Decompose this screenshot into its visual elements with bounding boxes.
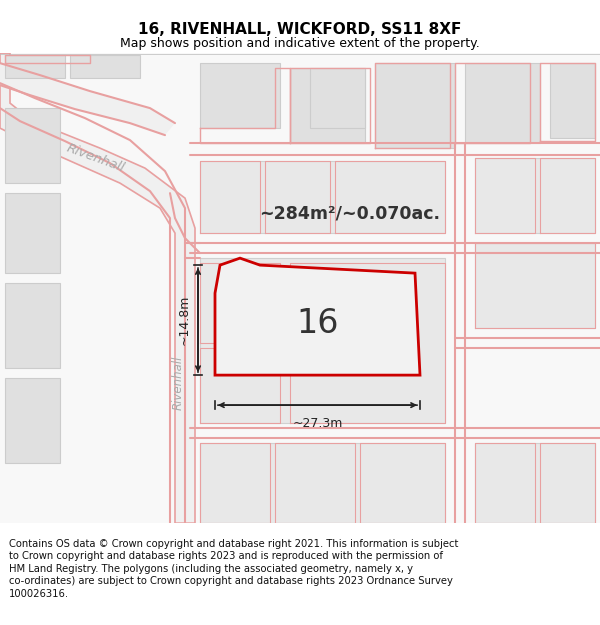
- Text: Rivenhall: Rivenhall: [172, 356, 185, 410]
- Polygon shape: [465, 63, 540, 143]
- Text: ~27.3m: ~27.3m: [292, 417, 343, 429]
- Text: HM Land Registry. The polygons (including the associated geometry, namely x, y: HM Land Registry. The polygons (includin…: [9, 564, 413, 574]
- Text: 16, RIVENHALL, WICKFORD, SS11 8XF: 16, RIVENHALL, WICKFORD, SS11 8XF: [139, 22, 461, 38]
- Polygon shape: [5, 378, 60, 463]
- Polygon shape: [475, 243, 595, 328]
- Text: to Crown copyright and database rights 2023 and is reproduced with the permissio: to Crown copyright and database rights 2…: [9, 551, 443, 561]
- Polygon shape: [70, 55, 140, 78]
- Polygon shape: [200, 63, 280, 128]
- Polygon shape: [0, 53, 195, 523]
- Polygon shape: [215, 258, 420, 375]
- Polygon shape: [5, 55, 65, 78]
- Text: Map shows position and indicative extent of the property.: Map shows position and indicative extent…: [120, 38, 480, 51]
- Polygon shape: [5, 193, 60, 273]
- Polygon shape: [290, 68, 365, 143]
- Text: 100026316.: 100026316.: [9, 589, 69, 599]
- Polygon shape: [200, 443, 445, 523]
- Polygon shape: [5, 108, 60, 183]
- Polygon shape: [0, 63, 175, 135]
- Polygon shape: [5, 283, 60, 368]
- Text: ~284m²/~0.070ac.: ~284m²/~0.070ac.: [260, 204, 440, 222]
- Text: co-ordinates) are subject to Crown copyright and database rights 2023 Ordnance S: co-ordinates) are subject to Crown copyr…: [9, 576, 453, 586]
- Polygon shape: [550, 63, 595, 138]
- Text: 16: 16: [297, 307, 339, 339]
- Polygon shape: [200, 258, 445, 423]
- Polygon shape: [310, 68, 365, 128]
- Text: ~14.8m: ~14.8m: [178, 295, 191, 345]
- Polygon shape: [475, 158, 595, 233]
- Text: Contains OS data © Crown copyright and database right 2021. This information is : Contains OS data © Crown copyright and d…: [9, 539, 458, 549]
- Polygon shape: [200, 161, 445, 233]
- Polygon shape: [375, 63, 455, 148]
- Text: Rivenhall: Rivenhall: [64, 142, 126, 174]
- Polygon shape: [475, 443, 595, 523]
